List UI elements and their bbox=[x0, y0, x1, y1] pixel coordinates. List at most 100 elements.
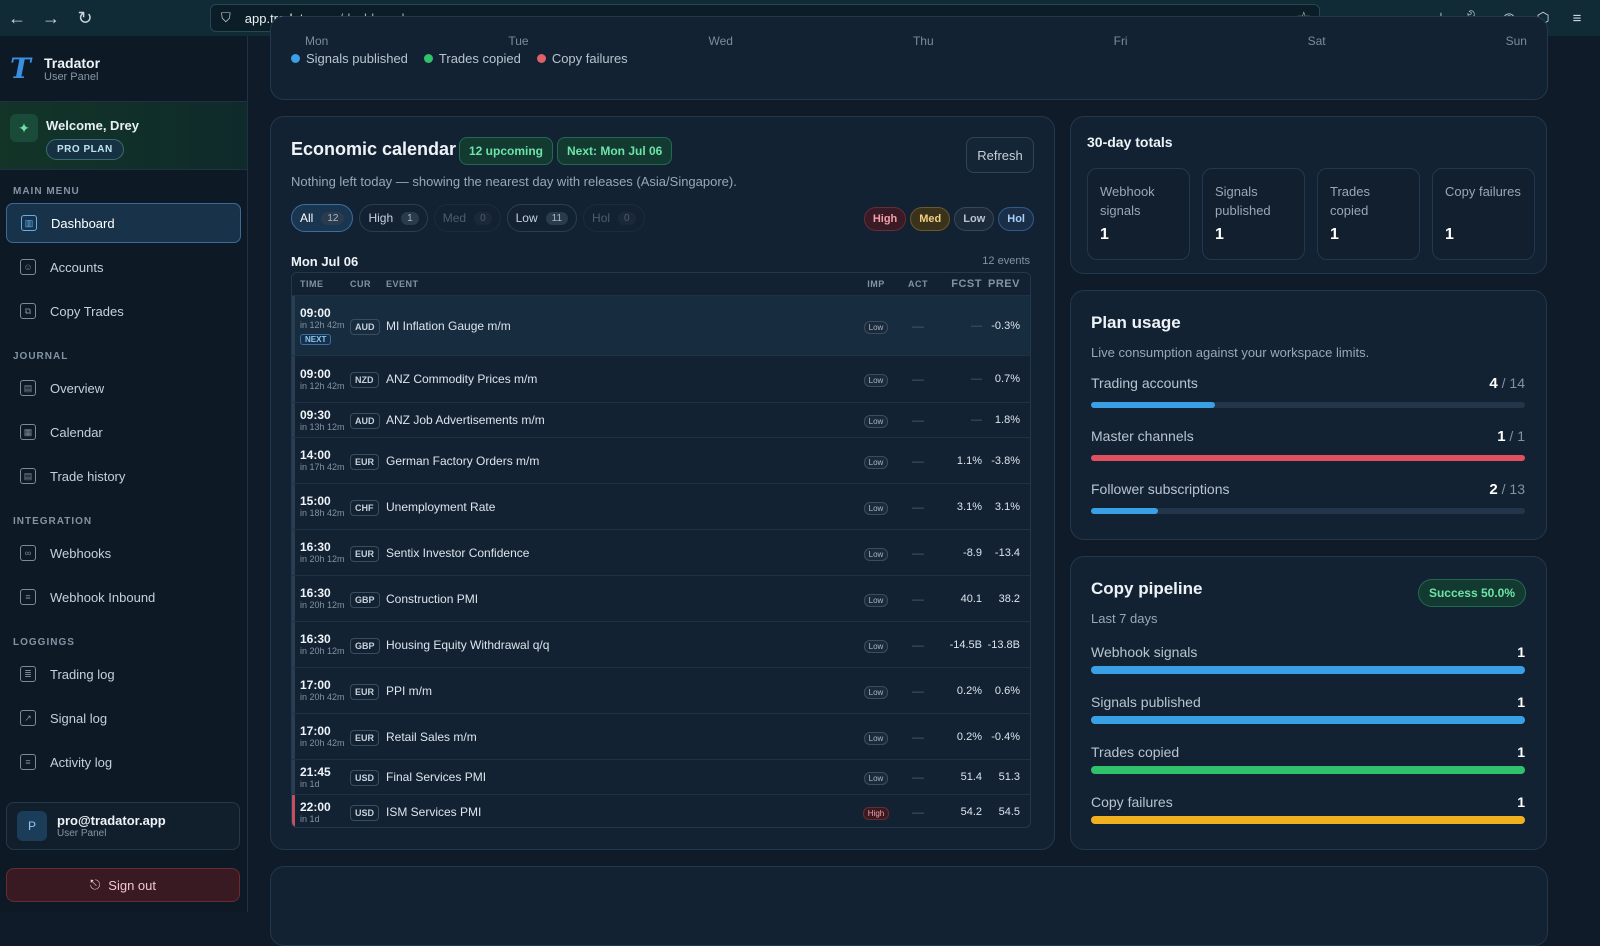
impact-badge: Low bbox=[863, 685, 889, 699]
menu-icon[interactable]: ≡ bbox=[1572, 9, 1582, 27]
impact-chip-hol[interactable]: Hol bbox=[998, 207, 1034, 231]
event-name: PPI m/m bbox=[386, 683, 433, 698]
sidebar-item-accounts[interactable]: ☺ Accounts bbox=[6, 247, 241, 287]
legend-item[interactable]: Signals published bbox=[291, 51, 408, 66]
table-row[interactable]: 09:00 in 12h 42m NEXT AUD MI Inflation Gauge… bbox=[292, 295, 1030, 355]
filter-label: All bbox=[300, 211, 314, 225]
pipeline-label: Signals published bbox=[1091, 694, 1201, 710]
filter-tab-low[interactable]: Low 11 bbox=[506, 204, 578, 232]
sidebar-item-trade-history[interactable]: ▤ Trade history bbox=[6, 456, 241, 496]
sidebar-item-activity-log[interactable]: ≡ Activity log bbox=[6, 742, 241, 782]
impact-chip-med[interactable]: Med bbox=[910, 207, 951, 231]
impact-chip-high[interactable]: High bbox=[863, 207, 907, 231]
table-row[interactable]: 09:00 in 12h 42m NZD ANZ Commodity Prices m… bbox=[292, 355, 1030, 402]
sidebar-item-webhook-inbound[interactable]: ≡ Webhook Inbound bbox=[6, 577, 241, 617]
event-time: 16:30 bbox=[300, 632, 331, 646]
table-row[interactable]: 16:30 in 20h 12m GBP Construction PMI Low —40… bbox=[292, 575, 1030, 621]
event-time: 21:45 bbox=[300, 764, 331, 779]
reload-icon[interactable]: ↻ bbox=[77, 7, 93, 28]
currency-cell: EUR bbox=[350, 453, 386, 470]
actual-value: — bbox=[912, 683, 924, 698]
currency-cell: GBP bbox=[350, 591, 386, 608]
filter-label: Low bbox=[515, 211, 538, 225]
previous-value: -3.8% bbox=[991, 454, 1020, 467]
time-cell: 17:00 in 20h 42m bbox=[292, 724, 350, 749]
event-time: 09:00 bbox=[300, 306, 331, 320]
logout-icon: ⎋ bbox=[90, 877, 101, 892]
currency-cell: AUD bbox=[350, 413, 386, 429]
user-email: pro@tradator.app bbox=[57, 813, 166, 828]
event-time: 22:00 bbox=[300, 799, 331, 814]
sidebar-item-label: Overview bbox=[50, 380, 105, 396]
filter-tab-high[interactable]: High 1 bbox=[359, 204, 428, 232]
pipeline-fill bbox=[1091, 816, 1525, 824]
table-header: TIME CUR EVENT IMP ACT FCST PREV bbox=[292, 273, 1030, 295]
impact-cell: Low bbox=[854, 319, 898, 334]
table-row[interactable]: 21:45 in 1d USD Final Services PMI Low —51.4 5… bbox=[292, 759, 1030, 794]
filter-tab-med[interactable]: Med 0 bbox=[433, 204, 501, 232]
filter-tab-hol[interactable]: Hol 0 bbox=[583, 204, 645, 232]
weekly-activity-card: Mon Tue Wed Thu Fri Sat Sun Signals published T… bbox=[270, 16, 1548, 100]
table-row[interactable]: 17:00 in 20h 42m EUR PPI m/m Low —0.2% 0.6% bbox=[292, 667, 1030, 713]
time-cell: 17:00 in 20h 42m bbox=[292, 678, 350, 703]
trend-icon: ↗ bbox=[20, 710, 36, 726]
user-card[interactable]: P pro@tradator.app User Panel bbox=[6, 802, 240, 850]
table-row[interactable]: 16:30 in 20h 12m EUR Sentix Investor Confid… bbox=[292, 529, 1030, 575]
event-name: Construction PMI bbox=[386, 591, 479, 606]
impact-badge: Low bbox=[863, 772, 889, 785]
table-row[interactable]: 16:30 in 20h 12m GBP Housing Equity Withdra… bbox=[292, 621, 1030, 667]
time-cell: 09:00 in 12h 42m NEXT bbox=[292, 306, 350, 345]
usage-label: Follower subscriptions bbox=[1091, 481, 1230, 497]
forward-icon[interactable]: → bbox=[42, 7, 60, 28]
weekday-label: Mon bbox=[305, 34, 329, 48]
legend-item[interactable]: Copy failures bbox=[536, 51, 628, 66]
sidebar-item-webhooks[interactable]: ∞ Webhooks bbox=[6, 533, 241, 573]
table-row[interactable]: 09:30 in 13h 12m AUD ANZ Job Advertisements… bbox=[292, 402, 1030, 437]
sidebar-item-dashboard[interactable]: ▥ Dashboard bbox=[6, 203, 241, 243]
legend-label: Trades copied bbox=[438, 51, 521, 66]
pipeline-value: 1 bbox=[1517, 644, 1525, 660]
table-row[interactable]: 15:00 in 18h 42m CHF Unemployment Rate Low —3… bbox=[292, 483, 1030, 529]
sidebar-item-label: Trade history bbox=[50, 468, 126, 484]
events-table: TIME CUR EVENT IMP ACT FCST PREV 09:00 in… bbox=[291, 272, 1031, 828]
currency-badge: USD bbox=[350, 805, 380, 821]
impact-bar bbox=[292, 795, 295, 827]
forecast-value: — bbox=[971, 414, 982, 426]
actual-value: — bbox=[912, 372, 924, 386]
sidebar-item-copy-trades[interactable]: ⧉ Copy Trades bbox=[6, 291, 241, 331]
previous-value: 0.7% bbox=[994, 373, 1020, 385]
sign-out-button[interactable]: ⎋ Sign out bbox=[6, 868, 240, 902]
refresh-button[interactable]: Refresh bbox=[966, 137, 1034, 173]
filter-count: 0 bbox=[618, 211, 636, 225]
brand-name: Tradator bbox=[44, 54, 101, 71]
countdown: in 18h 42m bbox=[300, 508, 345, 518]
event-name: ISM Services PMI bbox=[386, 805, 482, 819]
dashboard-icon: ▥ bbox=[21, 215, 37, 231]
filter-tab-all[interactable]: All 12 bbox=[291, 204, 354, 232]
currency-cell: EUR bbox=[350, 683, 386, 700]
welcome-text: Welcome, Drey bbox=[46, 118, 139, 133]
users-icon: ☺ bbox=[20, 259, 36, 275]
sidebar-item-overview[interactable]: ▤ Overview bbox=[6, 368, 241, 408]
impact-badge: Low bbox=[863, 374, 889, 387]
impact-chip-low[interactable]: Low bbox=[954, 207, 995, 231]
table-row[interactable]: 14:00 in 17h 42m EUR German Factory Orders … bbox=[292, 437, 1030, 483]
usage-fill bbox=[1091, 508, 1158, 514]
sidebar-item-trading-log[interactable]: ≣ Trading log bbox=[6, 654, 241, 694]
pipeline-label: Copy failures bbox=[1091, 794, 1173, 810]
table-row[interactable]: 22:00 in 1d USD ISM Services PMI High —54.2 54… bbox=[292, 794, 1030, 827]
legend-item[interactable]: Trades copied bbox=[423, 51, 521, 66]
back-icon[interactable]: ← bbox=[8, 7, 26, 28]
brand[interactable]: T Tradator User Panel bbox=[0, 36, 247, 102]
sidebar-item-signal-log[interactable]: ↗ Signal log bbox=[6, 698, 241, 738]
table-row[interactable]: 17:00 in 20h 42m EUR Retail Sales m/m Low —0.… bbox=[292, 713, 1030, 759]
event-name: Retail Sales m/m bbox=[386, 729, 477, 744]
previous-value: 51.3 bbox=[998, 771, 1020, 783]
event-name: Housing Equity Withdrawal q/q bbox=[386, 637, 550, 652]
forecast-value: 40.1 bbox=[960, 592, 982, 605]
event-time: 14:00 bbox=[300, 448, 331, 462]
event-name: Unemployment Rate bbox=[386, 499, 496, 514]
total-value: 1 bbox=[1215, 226, 1224, 243]
sidebar-item-calendar[interactable]: ▦ Calendar bbox=[6, 412, 241, 452]
pipeline-row: Webhook signals 1 bbox=[1091, 644, 1525, 674]
